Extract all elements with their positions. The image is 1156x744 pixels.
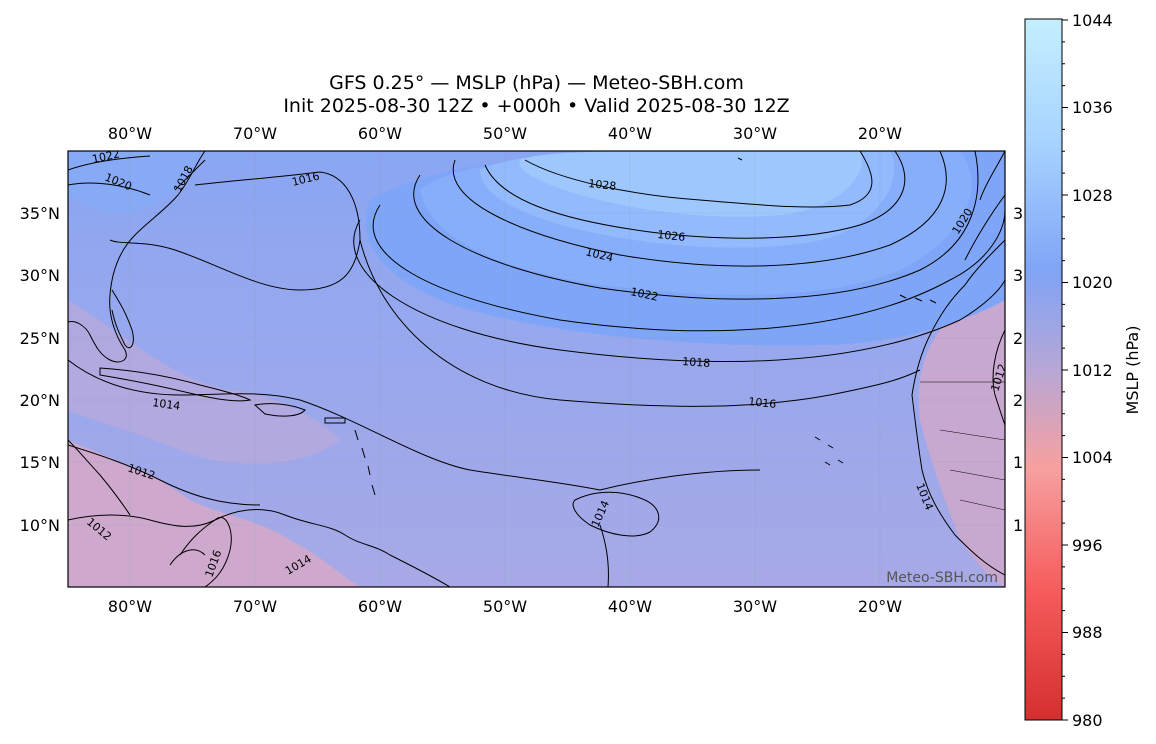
isobar-1020-nw [68,182,151,196]
lat-label-35n: 35°N [20,204,60,223]
lon-label-top-60w: 60°W [358,124,402,143]
isobar-label-1014: 1014 [152,396,182,413]
colorbar-label-980: 980 [1072,711,1103,730]
colorbar-gradient [1024,18,1063,721]
map-panel: 1028 1026 1024 1022 1020 1018 1016 1014 … [68,151,1005,587]
lat-axis-left: 35°N 30°N 25°N 20°N 15°N 10°N [20,204,60,535]
lat-label-10n: 10°N [20,516,60,535]
isobar-1018-nw [174,159,206,191]
isobar-label-1022: 1022 [629,285,659,304]
coastline-azores [737,157,743,161]
isobar-andes-cluster [169,517,232,587]
colorbar-ticks [1062,19,1068,721]
colorbar-label-1044: 1044 [1072,11,1113,30]
lat-label-right-25: 2 [1013,329,1023,348]
lat-label-right-15: 1 [1013,453,1023,472]
lat-label-right-35: 3 [1013,204,1023,223]
lat-label-30n: 30°N [20,266,60,285]
coastline-north-america [68,151,206,363]
lon-label-top-80w: 80°W [108,124,152,143]
high-pressure-center-1028 [519,151,862,217]
isobar-1022-nw [68,155,151,171]
lon-label-bottom-70w: 70°W [233,597,277,616]
coastline-lesser-antilles [354,429,376,496]
lon-label-bottom-80w: 80°W [108,597,152,616]
coastline-iberia [979,151,1005,201]
colorbar-label-1036: 1036 [1072,98,1113,117]
isobar-label-1026: 1026 [657,228,686,244]
colorbar-label-1020: 1020 [1072,273,1113,292]
isobar-1028 [524,151,873,208]
isobar-label-1028: 1028 [588,177,617,193]
lat-axis-right-partial: 3 3 2 2 1 1 [1013,204,1023,535]
coastline-florida [111,289,134,349]
low-pressure-region-caribbean [68,440,360,587]
coastline-central-america [68,439,131,516]
coastline-cape-verde [814,436,844,466]
colorbar-label-1012: 1012 [1072,361,1113,380]
isobar-label-1016: 1016 [748,395,777,411]
lon-label-bottom-30w: 30°W [733,597,777,616]
lon-label-bottom-20w: 20°W [858,597,902,616]
coastline-puerto-rico [324,417,346,424]
low-pressure-region-africa [918,250,1005,587]
isobar-1016 [109,171,921,407]
country-borders-africa [920,381,1005,511]
lon-label-top-70w: 70°W [233,124,277,143]
coastline-africa [911,239,1005,576]
map-frame [67,150,1006,588]
lon-label-top-50w: 50°W [483,124,527,143]
title-line-2: Init 2025-08-30 12Z • +000h • Valid 2025… [283,95,790,117]
watermark: Meteo-SBH.com [886,570,998,586]
lat-label-right-10: 1 [1013,516,1023,535]
high-pressure-nw-corner [68,151,200,213]
isobar-label-1018: 1018 [682,355,711,370]
lat-label-right-30: 3 [1013,266,1023,285]
coastline-south-america [68,509,451,587]
lat-label-25n: 25°N [20,329,60,348]
coastline-hispaniola [253,403,306,417]
isobars [68,151,1005,587]
coastline-guiana [572,491,660,537]
isobar-1012-africa [992,329,1005,426]
isobar-1022 [413,151,979,300]
graticule [68,151,1005,587]
isobar-1018 [353,219,1005,363]
lon-axis-top: 80°W 70°W 60°W 50°W 40°W 30°W 20°W [108,124,902,143]
coastlines [68,151,1005,587]
lon-label-top-30w: 30°W [733,124,777,143]
coastline-canaries [899,294,937,304]
title-line-1: GFS 0.25° — MSLP (hPa) — Meteo-SBH.com [329,72,744,94]
lat-label-right-20: 2 [1013,391,1023,410]
lon-label-top-40w: 40°W [608,124,652,143]
isobar-1024 [452,151,947,267]
colorbar-label-1004: 1004 [1072,448,1113,467]
isobar-1014 [68,359,761,491]
colorbar-axis-title: MSLP (hPa) [1123,326,1142,415]
colorbar-labels: 1044 1036 1028 1020 1012 1004 996 988 98… [1072,11,1113,730]
lon-label-bottom-50w: 50°W [483,597,527,616]
colorbar-label-1028: 1028 [1072,186,1113,205]
lat-label-15n: 15°N [20,453,60,472]
lon-label-bottom-40w: 40°W [608,597,652,616]
colorbar: 1044 1036 1028 1020 1012 1004 996 988 98… [1024,11,1142,730]
low-pressure-region-west [68,300,340,464]
lon-label-top-20w: 20°W [858,124,902,143]
lon-label-bottom-60w: 60°W [358,597,402,616]
isobar-1020-ne [964,194,1005,261]
coastline-cuba [99,367,252,402]
lon-axis-bottom: 80°W 70°W 60°W 50°W 40°W 30°W 20°W [108,597,902,616]
colorbar-label-988: 988 [1072,623,1103,642]
isobar-1020 [372,204,1005,332]
isobar-1026 [484,151,906,239]
lat-label-20n: 20°N [20,391,60,410]
isobar-1014-south [599,524,609,587]
isobar-1012 [68,444,261,506]
colorbar-label-996: 996 [1072,536,1103,555]
